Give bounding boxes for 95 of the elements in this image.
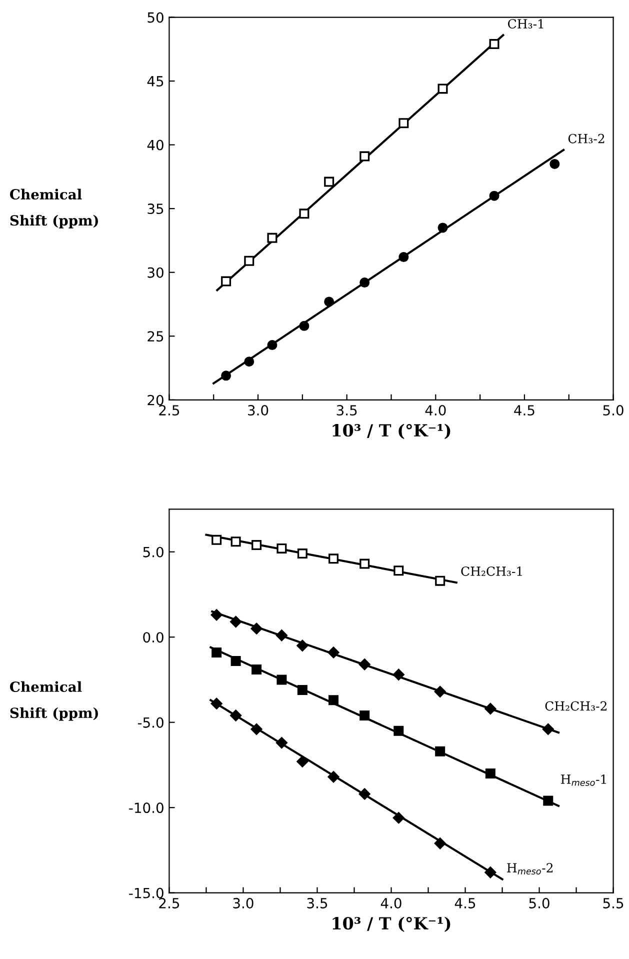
x-tick-label: 4.0 (380, 898, 402, 908)
point (542, 723, 554, 735)
point (296, 756, 308, 768)
point (252, 664, 262, 674)
y-axis-title: Chemical Shift (ppm) (10, 188, 98, 228)
x-axis-title: 10³ / T (°K⁻¹) (332, 424, 450, 440)
point (210, 609, 222, 621)
point (212, 534, 222, 545)
point (221, 276, 232, 286)
point (328, 771, 340, 783)
point (394, 566, 404, 576)
point (276, 630, 288, 642)
x-tick-label: 5.0 (529, 898, 550, 908)
y-tick-label: 0.0 (143, 632, 164, 643)
x-tick-label: 3.0 (233, 898, 254, 908)
point (485, 768, 496, 778)
point (297, 548, 308, 559)
y-tick-label: 40 (147, 140, 164, 150)
point (360, 558, 370, 569)
point (550, 158, 560, 169)
series-label: H$_{meso}$-2 (507, 863, 553, 874)
point (360, 278, 370, 288)
x-tick-label: 5.0 (603, 405, 624, 416)
x-tick-label: 2.5 (159, 405, 180, 416)
point (394, 726, 404, 736)
y-tick-label: -5.0 (138, 717, 164, 728)
point (210, 698, 222, 710)
point (328, 646, 340, 658)
point (276, 543, 287, 554)
y-tick-label: 5.0 (143, 546, 164, 558)
point (392, 812, 404, 824)
point (438, 222, 448, 233)
x-tick-label: 5.5 (603, 898, 624, 908)
point (543, 796, 554, 806)
point (360, 710, 370, 721)
point (434, 838, 446, 850)
point (244, 356, 254, 367)
point (221, 370, 232, 381)
series-label: CH₃-1 (508, 19, 544, 29)
point (230, 616, 242, 628)
point (489, 190, 500, 201)
point (267, 340, 278, 350)
y-tick-label: 45 (147, 76, 164, 87)
point (435, 746, 446, 756)
point (250, 622, 262, 634)
point (244, 256, 254, 266)
point (360, 151, 370, 162)
y-tick-label: 30 (148, 267, 164, 278)
point (324, 296, 334, 307)
point (398, 118, 409, 128)
point (230, 710, 242, 722)
point (299, 320, 310, 331)
point (328, 695, 339, 706)
y-tick-label: 25 (148, 331, 164, 342)
x-tick-label: 4.0 (425, 405, 446, 416)
point (230, 656, 241, 666)
point (489, 39, 500, 50)
y-tick-label: 35 (148, 204, 164, 214)
y-tick-label: 20 (148, 394, 164, 406)
point (434, 686, 446, 698)
point (392, 668, 404, 680)
point (252, 540, 262, 550)
point (484, 866, 496, 878)
y-tick-label: 50 (148, 12, 164, 23)
point (358, 658, 370, 670)
series-label: CH₂CH₃-1 (461, 566, 522, 576)
x-axis-title: 10³ / T (°K⁻¹) (332, 916, 450, 932)
series-label: CH₂CH₃-2 (545, 701, 606, 711)
point (267, 232, 278, 243)
point (250, 723, 262, 735)
point (296, 640, 308, 652)
point (435, 576, 446, 586)
point (299, 208, 310, 219)
point (398, 252, 409, 262)
point (328, 554, 339, 564)
y-axis-title: Chemical Shift (ppm) (10, 681, 98, 721)
point (276, 674, 287, 685)
x-tick-label: 2.5 (159, 898, 180, 908)
y-tick-label: -10.0 (129, 802, 164, 814)
x-tick-label: 3.5 (336, 405, 357, 416)
point (230, 536, 241, 547)
series-label: H$_{meso}$-1 (561, 774, 606, 786)
point (484, 702, 496, 714)
point (438, 84, 448, 94)
point (212, 647, 222, 658)
point (276, 737, 288, 749)
point (324, 176, 334, 187)
series-label: CH₃-2 (568, 134, 604, 144)
x-tick-label: 4.5 (514, 405, 534, 416)
point (297, 684, 308, 695)
y-tick-label: -15.0 (129, 888, 164, 898)
x-tick-label: 3.0 (248, 405, 268, 416)
point (358, 788, 370, 800)
x-tick-label: 3.5 (307, 898, 328, 908)
x-tick-label: 4.5 (454, 898, 476, 908)
